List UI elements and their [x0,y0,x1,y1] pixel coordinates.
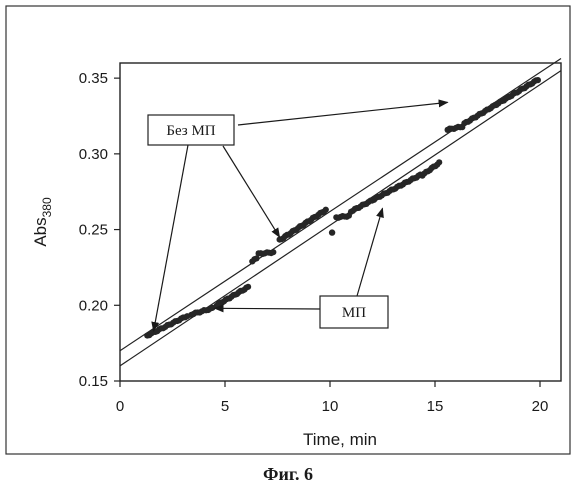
y-tick-label: 0.25 [79,222,108,239]
annotation-text-mp: МП [342,305,366,321]
data-point [535,77,541,83]
y-tick-label: 0.35 [79,70,108,87]
x-tick-label: 20 [532,398,549,415]
y-tick-label: 0.20 [79,297,108,314]
x-axis-title: Time, min [303,430,377,449]
data-point-outlier [329,229,335,235]
data-point [270,249,276,255]
data-point [436,159,442,165]
chart: 0 5 10 15 20 0.15 0.20 0.25 0.30 0.35 Без МП МП T… [0,0,576,460]
x-tick-label: 5 [221,398,229,415]
data-point [323,207,329,213]
x-tick-label: 0 [116,398,124,415]
x-tick-label: 10 [322,398,339,415]
annotation-text-without-mp: Без МП [166,123,215,139]
y-tick-label: 0.15 [79,373,108,390]
y-tick-label: 0.30 [79,146,108,163]
plot-area [120,63,561,381]
annotation-arrow [215,308,321,309]
x-tick-label: 15 [427,398,444,415]
data-point [245,284,251,290]
figure-caption: Фиг. 6 [0,464,576,485]
